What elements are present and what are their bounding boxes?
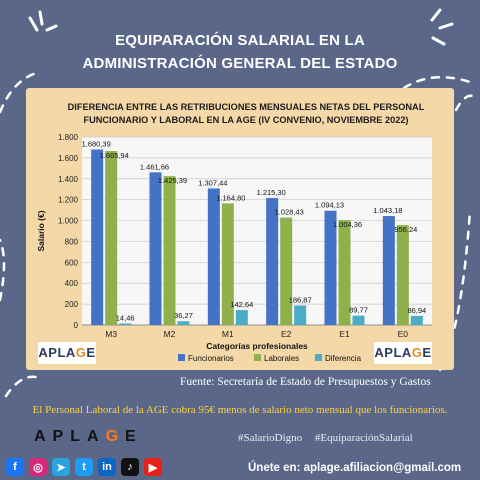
- data-label: 186,87: [289, 295, 312, 304]
- bar-laborales-m2: [163, 176, 176, 325]
- data-label: 1.215,30: [257, 188, 286, 197]
- linkedin-icon[interactable]: in: [98, 458, 116, 476]
- twitter-icon[interactable]: t: [75, 458, 93, 476]
- y-tick-label: 0: [74, 321, 79, 330]
- brand-logo: APLAGE: [34, 428, 143, 445]
- source-text: Fuente: Secretaría de Estado de Presupue…: [180, 376, 431, 388]
- data-label: 36,27: [174, 311, 193, 320]
- data-label: 1.028,43: [275, 208, 304, 217]
- data-label: 1.307,44: [198, 178, 227, 187]
- y-tick-label: 1.600: [58, 154, 79, 163]
- legend-swatch-funcionarios: [178, 354, 185, 361]
- legend-label: Diferencia: [325, 354, 362, 363]
- bar-funcionarios-m3: [91, 149, 104, 325]
- y-tick-label: 800: [65, 237, 79, 246]
- x-axis-label: Categorías profesionales: [206, 341, 308, 351]
- plot-area: [82, 137, 432, 325]
- aplage-badge-left: APLAGE: [38, 342, 96, 364]
- data-label: 142,64: [230, 300, 253, 309]
- y-tick-label: 1.800: [58, 133, 79, 142]
- bar-laborales-e2: [280, 217, 293, 325]
- bar-diferencia-e1: [352, 315, 365, 325]
- x-tick-label: M2: [164, 329, 176, 339]
- y-tick-label: 1.000: [58, 217, 79, 226]
- facebook-icon[interactable]: f: [6, 458, 24, 476]
- data-label: 1.461,66: [140, 162, 169, 171]
- bar-laborales-e0: [396, 225, 409, 325]
- bar-diferencia-m3: [119, 323, 132, 325]
- bar-funcionarios-m1: [207, 188, 220, 325]
- data-label: 14,46: [116, 313, 135, 322]
- data-label: 1.043,18: [373, 206, 402, 215]
- y-tick-label: 1.400: [58, 175, 79, 184]
- data-label: 1.680,39: [82, 139, 111, 148]
- legend-swatch-laborales: [254, 354, 261, 361]
- youtube-icon[interactable]: ▶: [144, 458, 162, 476]
- data-label: 1.004,36: [333, 220, 362, 229]
- legend-label: Laborales: [264, 354, 299, 363]
- y-tick-label: 1.200: [58, 196, 79, 205]
- bar-laborales-m3: [105, 151, 118, 325]
- bar-diferencia-m1: [235, 310, 248, 325]
- legend-label: Funcionarios: [188, 354, 234, 363]
- join-email: Únete en: aplage.afiliacion@gmail.com: [248, 462, 462, 474]
- data-label: 86,94: [407, 306, 426, 315]
- data-label: 1.164,80: [216, 193, 245, 202]
- bar-laborales-e1: [338, 220, 351, 325]
- bar-diferencia-e0: [410, 315, 423, 325]
- page-title-line2: ADMINISTRACIÓN GENERAL DEL ESTADO: [82, 55, 398, 72]
- data-label: 1.425,39: [158, 176, 187, 185]
- y-tick-label: 400: [65, 279, 79, 288]
- bar-diferencia-e2: [294, 305, 307, 325]
- bar-chart: 02004006008001.0001.2001.4001.6001.8001.…: [36, 133, 432, 363]
- data-label: 89,77: [349, 306, 368, 315]
- bar-diferencia-m2: [177, 321, 190, 325]
- x-tick-label: M3: [105, 329, 117, 339]
- bar-funcionarios-e0: [382, 216, 395, 325]
- telegram-icon[interactable]: ➤: [52, 458, 70, 476]
- data-label: 956,24: [394, 225, 417, 234]
- x-tick-label: E1: [339, 329, 350, 339]
- highlight-note: El Personal Laboral de la AGE cobra 95€ …: [32, 404, 448, 416]
- bar-funcionarios-e1: [324, 210, 337, 325]
- aplage-badge-right: APLAGE: [374, 342, 432, 364]
- bar-laborales-m1: [221, 203, 234, 325]
- instagram-icon[interactable]: ◎: [29, 458, 47, 476]
- x-tick-label: M1: [222, 329, 234, 339]
- bar-funcionarios-m2: [149, 172, 162, 325]
- data-label: 1.665,94: [100, 151, 129, 160]
- social-icons: f ◎ ➤ t in ♪ ▶: [6, 458, 162, 476]
- hashtags: #SalarioDigno #EquiparaciónSalarial: [238, 432, 413, 444]
- y-axis-label: Salario (€): [36, 210, 46, 251]
- chart-title-line2: FUNCIONARIO Y LABORAL EN LA AGE (IV CONV…: [83, 115, 409, 125]
- x-tick-label: E2: [281, 329, 292, 339]
- legend-swatch-diferencia: [315, 354, 322, 361]
- y-tick-label: 200: [65, 300, 79, 309]
- chart-title-line1: DIFERENCIA ENTRE LAS RETRIBUCIONES MENSU…: [67, 102, 425, 112]
- page-title-line1: EQUIPARACIÓN SALARIAL EN LA: [115, 32, 365, 49]
- data-label: 1.094,13: [315, 201, 344, 210]
- x-tick-label: E0: [398, 329, 409, 339]
- tiktok-icon[interactable]: ♪: [121, 458, 139, 476]
- bar-funcionarios-e2: [266, 198, 279, 325]
- y-tick-label: 600: [65, 258, 79, 267]
